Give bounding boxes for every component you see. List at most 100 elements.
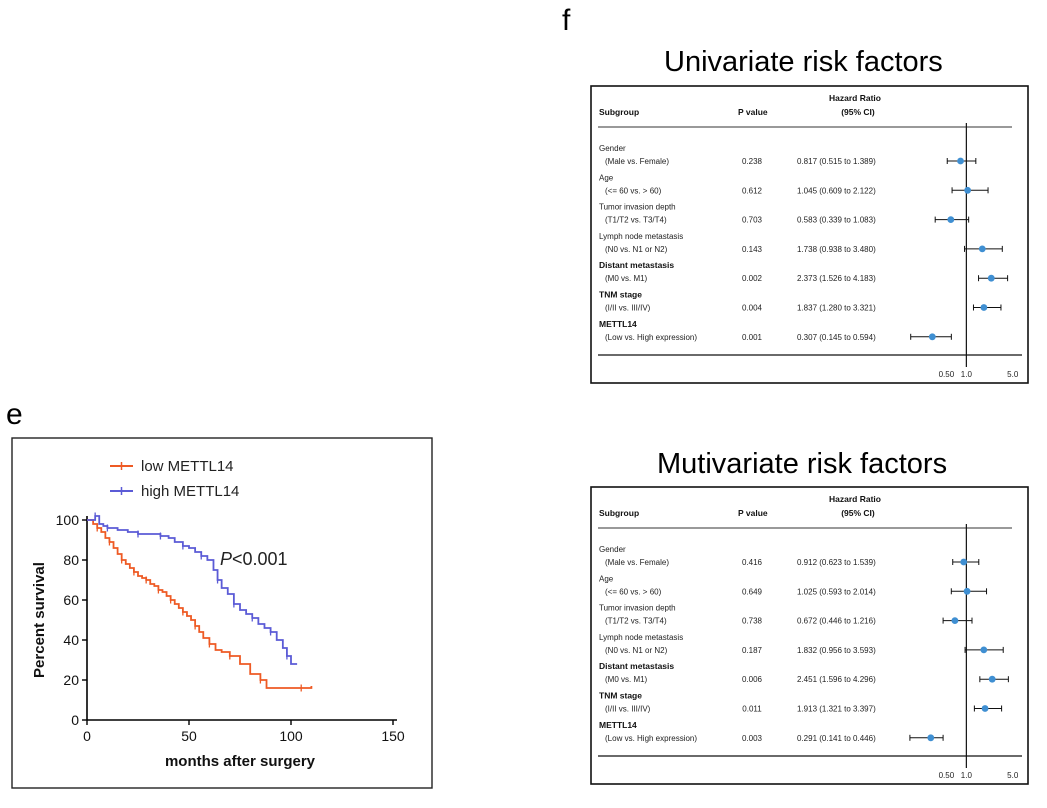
forest-frame bbox=[590, 486, 1029, 785]
row-detail: (M0 vs. M1) bbox=[605, 675, 648, 684]
y-tick-label: 40 bbox=[63, 632, 79, 648]
x-tick-label: 0 bbox=[83, 728, 91, 744]
hazard-ratio-marker bbox=[951, 617, 959, 624]
forest-x-tick-label: 0.50 bbox=[939, 771, 955, 780]
row-p-value: 0.011 bbox=[742, 705, 762, 714]
subgroup-header: Subgroup bbox=[599, 508, 639, 518]
row-name: TNM stage bbox=[599, 290, 642, 300]
row-name: Lymph node metastasis bbox=[599, 232, 683, 241]
p-value-annotation: P<0.001 bbox=[220, 549, 288, 569]
p-value-header: P value bbox=[738, 107, 768, 117]
row-p-value: 0.187 bbox=[742, 646, 763, 655]
survival-curve-low bbox=[87, 519, 313, 689]
row-hr-text: 0.307 (0.145 to 0.594) bbox=[797, 333, 876, 342]
row-name: Tumor invasion depth bbox=[599, 604, 676, 613]
row-p-value: 0.703 bbox=[742, 216, 763, 225]
subgroup-header: Subgroup bbox=[599, 107, 639, 117]
x-axis-title: months after surgery bbox=[165, 753, 316, 770]
hazard-ratio-marker bbox=[927, 734, 935, 742]
multivariate-title: Mutivariate risk factors bbox=[657, 448, 948, 480]
forest-x-tick-label: 1.0 bbox=[961, 370, 973, 379]
row-hr-text: 1.913 (1.321 to 3.397) bbox=[797, 705, 876, 714]
row-detail: (<= 60 vs. > 60) bbox=[605, 587, 662, 596]
survival-curve-high bbox=[87, 515, 298, 665]
forest-x-tick-label: 0.50 bbox=[939, 370, 955, 379]
row-hr-text: 0.583 (0.339 to 1.083) bbox=[797, 216, 876, 225]
row-hr-text: 2.451 (1.596 to 4.296) bbox=[797, 675, 876, 684]
univariate-title: Univariate risk factors bbox=[664, 46, 943, 78]
y-axis-title: Percent survival bbox=[31, 562, 48, 678]
multivariate-forest-plot: Hazard Ratio (95% CI) Subgroup P value 0.50 1… bbox=[590, 486, 1029, 785]
forest-x-tick-label: 1.0 bbox=[961, 771, 973, 780]
row-detail: (N0 vs. N1 or N2) bbox=[605, 646, 668, 655]
hazard-ratio-header: Hazard Ratio bbox=[829, 494, 881, 504]
row-name: METTL14 bbox=[599, 319, 637, 329]
row-p-value: 0.649 bbox=[742, 587, 763, 596]
ci-header: (95% CI) bbox=[841, 508, 875, 518]
row-hr-text: 2.373 (1.526 to 4.183) bbox=[797, 274, 876, 283]
row-detail: (Male vs. Female) bbox=[605, 157, 669, 166]
hazard-ratio-marker bbox=[947, 216, 955, 224]
hazard-ratio-marker bbox=[963, 587, 971, 595]
row-hr-text: 1.837 (1.280 to 3.321) bbox=[797, 304, 876, 313]
row-hr-text: 1.832 (0.956 to 3.593) bbox=[797, 646, 876, 655]
y-tick-label: 80 bbox=[63, 552, 79, 568]
y-tick-label: 60 bbox=[63, 592, 79, 608]
kaplan-meier-chart: 0 20 40 60 80 100 0 50 100 150 months after surger… bbox=[11, 437, 433, 789]
row-name: Age bbox=[599, 574, 614, 583]
row-detail: (<= 60 vs. > 60) bbox=[605, 186, 662, 195]
row-p-value: 0.416 bbox=[742, 558, 763, 567]
row-detail: (Male vs. Female) bbox=[605, 558, 669, 567]
row-hr-text: 0.912 (0.623 to 1.539) bbox=[797, 558, 876, 567]
km-frame bbox=[11, 437, 433, 789]
row-p-value: 0.004 bbox=[742, 304, 763, 313]
row-p-value: 0.001 bbox=[742, 333, 763, 342]
row-name: Gender bbox=[599, 545, 626, 554]
row-detail: (I/II vs. III/IV) bbox=[605, 304, 651, 313]
hazard-ratio-marker bbox=[978, 245, 986, 253]
hazard-ratio-marker bbox=[928, 333, 936, 341]
forest-frame bbox=[590, 85, 1029, 384]
row-detail: (N0 vs. N1 or N2) bbox=[605, 245, 668, 254]
row-detail: (Low vs. High expression) bbox=[605, 734, 697, 743]
hazard-ratio-marker bbox=[988, 675, 996, 683]
row-name: Age bbox=[599, 173, 614, 182]
p-value-text: <0.001 bbox=[232, 549, 288, 569]
row-hr-text: 0.817 (0.515 to 1.389) bbox=[797, 157, 876, 166]
forest-x-tick-label: 5.0 bbox=[1007, 771, 1019, 780]
row-hr-text: 1.738 (0.938 to 3.480) bbox=[797, 245, 876, 254]
x-tick-label: 50 bbox=[181, 728, 197, 744]
row-name: Tumor invasion depth bbox=[599, 203, 676, 212]
row-p-value: 0.006 bbox=[742, 675, 763, 684]
row-detail: (M0 vs. M1) bbox=[605, 274, 648, 283]
panel-label-f: f bbox=[562, 4, 571, 37]
row-detail: (T1/T2 vs. T3/T4) bbox=[605, 617, 667, 626]
x-tick-label: 150 bbox=[381, 728, 405, 744]
row-name: Distant metastasis bbox=[599, 260, 674, 270]
row-hr-text: 1.025 (0.593 to 2.014) bbox=[797, 587, 876, 596]
row-name: TNM stage bbox=[599, 691, 642, 701]
row-p-value: 0.238 bbox=[742, 157, 763, 166]
y-tick-label: 0 bbox=[71, 712, 79, 728]
row-p-value: 0.002 bbox=[742, 274, 763, 283]
hazard-ratio-marker bbox=[980, 646, 988, 654]
row-name: METTL14 bbox=[599, 720, 637, 730]
ci-header: (95% CI) bbox=[841, 107, 875, 117]
hazard-ratio-marker bbox=[960, 558, 968, 566]
row-hr-text: 1.045 (0.609 to 2.122) bbox=[797, 186, 876, 195]
row-hr-text: 0.672 (0.446 to 1.216) bbox=[797, 617, 876, 626]
forest-x-tick-label: 5.0 bbox=[1007, 370, 1019, 379]
row-p-value: 0.143 bbox=[742, 245, 763, 254]
row-name: Gender bbox=[599, 144, 626, 153]
row-detail: (I/II vs. III/IV) bbox=[605, 705, 651, 714]
x-tick-label: 100 bbox=[279, 728, 303, 744]
hazard-ratio-marker bbox=[980, 304, 988, 311]
hazard-ratio-marker bbox=[964, 186, 972, 194]
row-p-value: 0.738 bbox=[742, 617, 763, 626]
hazard-ratio-marker bbox=[987, 274, 995, 282]
row-detail: (Low vs. High expression) bbox=[605, 333, 697, 342]
hazard-ratio-header: Hazard Ratio bbox=[829, 93, 881, 103]
panel-label-e: e bbox=[6, 398, 23, 431]
row-p-value: 0.612 bbox=[742, 186, 763, 195]
univariate-forest-plot: Hazard Ratio (95% CI) Subgroup P value 0.50 1… bbox=[590, 85, 1029, 384]
